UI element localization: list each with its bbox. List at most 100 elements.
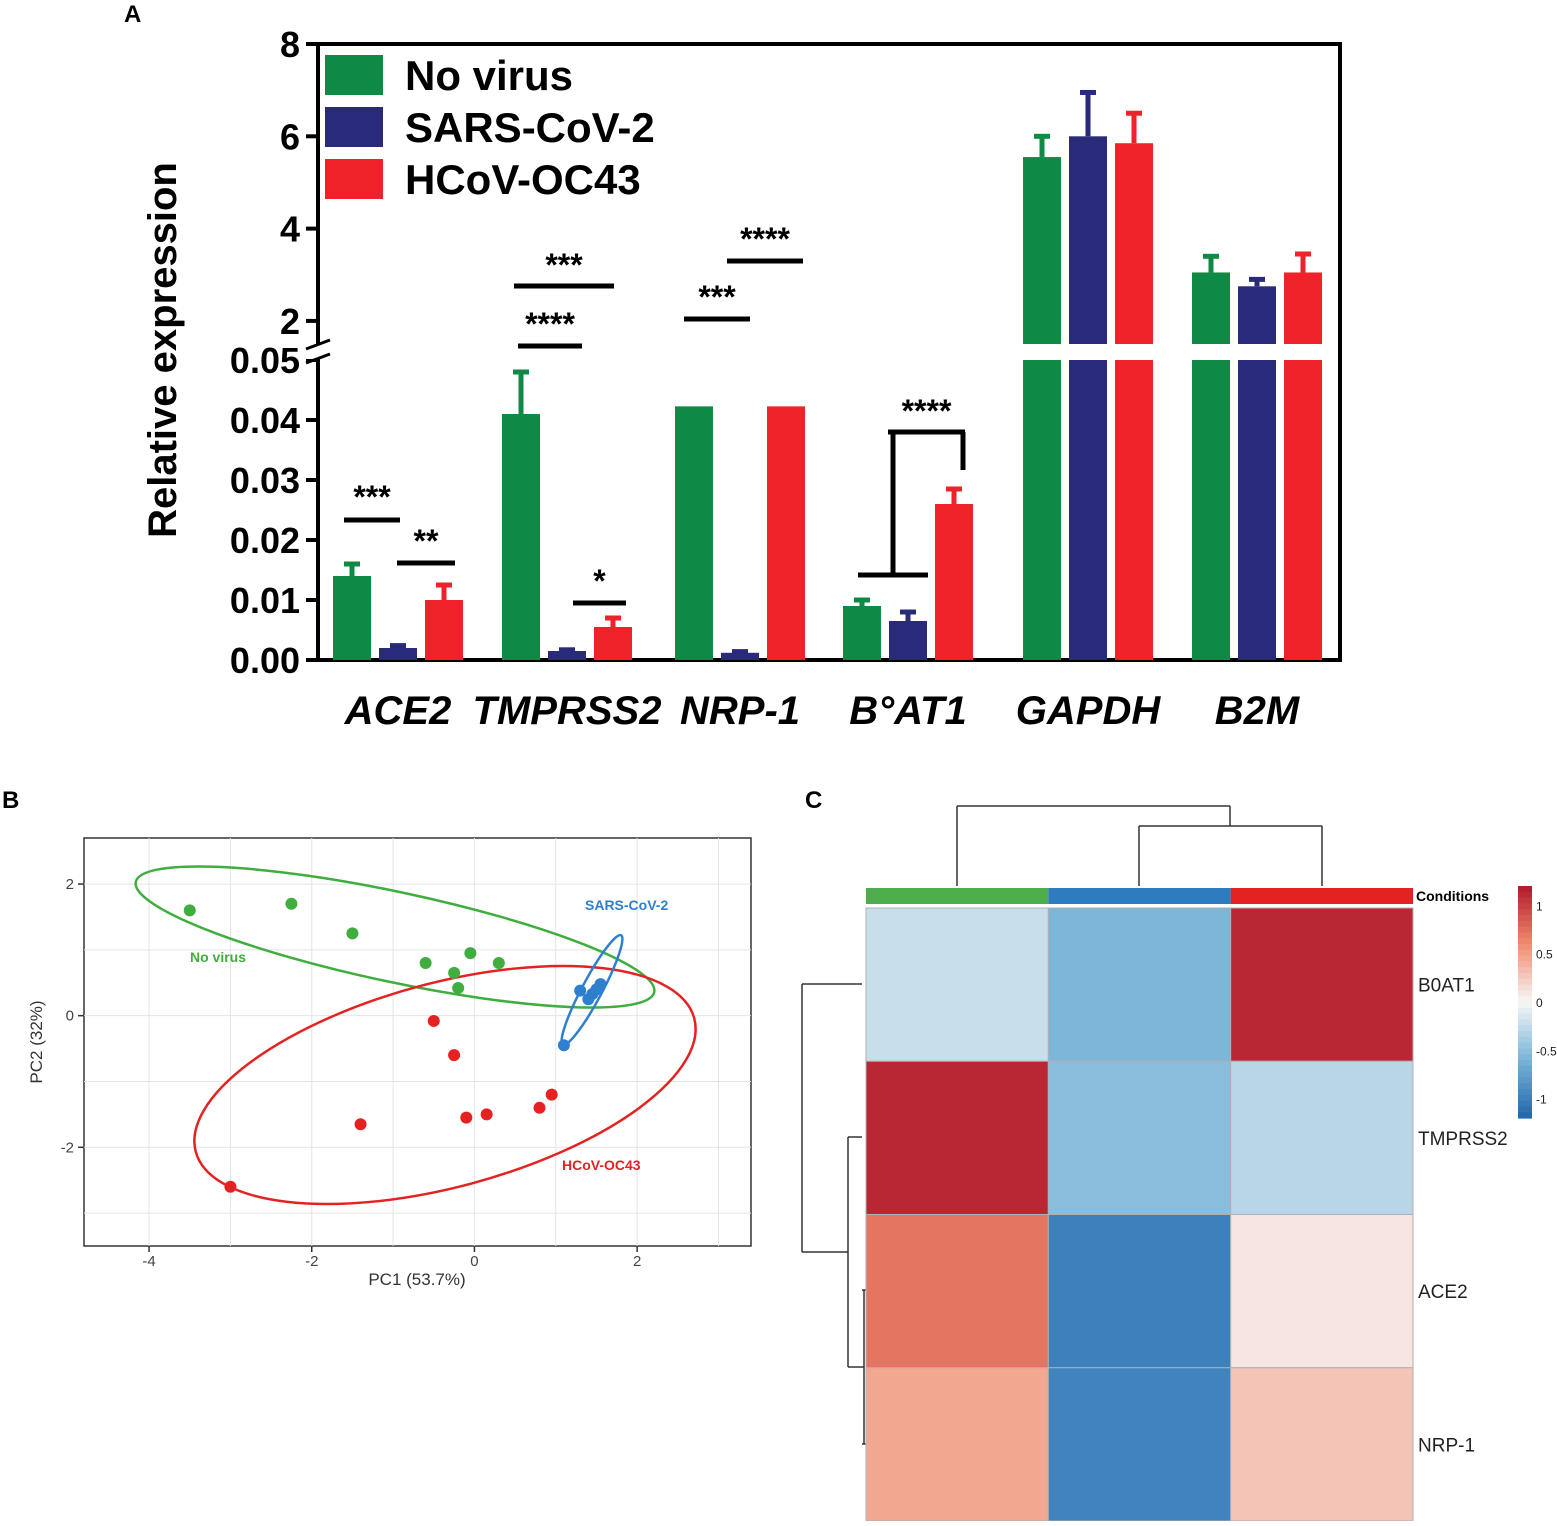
- colorbar-segment: [1518, 996, 1532, 1002]
- category-label: TMPRSS2: [473, 689, 662, 733]
- colorbar-segment: [1518, 950, 1532, 956]
- y-tick-label: 2: [280, 301, 300, 342]
- panel-label-b: B: [2, 787, 19, 814]
- colorbar-segment: [1518, 892, 1532, 898]
- bar: [767, 411, 805, 660]
- colorbar-segment: [1518, 1101, 1532, 1107]
- colorbar-segment: [1518, 1025, 1532, 1031]
- bar: [425, 600, 463, 660]
- bar: [843, 606, 881, 660]
- x-tick-label: 2: [633, 1253, 641, 1270]
- colorbar-segment: [1518, 903, 1532, 909]
- significance-label: ****: [902, 393, 952, 429]
- y-tick-label: 0.03: [230, 460, 300, 501]
- y-tick-label: 0.00: [230, 640, 300, 681]
- y-tick-label: 0.01: [230, 580, 300, 621]
- condition-swatch: [1231, 888, 1413, 904]
- heatmap-colorbar: 10.50-0.5-1: [1518, 886, 1557, 1119]
- bar-chart-y-ticks: 0.00 0.01 0.02 0.03 0.04 0.052 4 6 8: [230, 24, 330, 681]
- y-tick-label: -2: [61, 1139, 74, 1156]
- colorbar-segment: [1518, 979, 1532, 985]
- condition-bar-label: Conditions: [1416, 888, 1489, 904]
- pca-y-axis-label: PC2 (32%): [27, 1000, 46, 1083]
- colorbar-segment: [1518, 1072, 1532, 1078]
- bar: [502, 414, 540, 660]
- heatmap-cell: [1231, 1368, 1413, 1521]
- colorbar-segment: [1518, 1077, 1532, 1083]
- colorbar-segment: [1518, 1112, 1532, 1118]
- colorbar-segment: [1518, 1043, 1532, 1049]
- y-tick-label: 0: [66, 1008, 74, 1025]
- category-label: B2M: [1215, 689, 1301, 733]
- colorbar-segment: [1518, 944, 1532, 950]
- category-label: B°AT1: [849, 689, 966, 733]
- y-tick-label: 4: [280, 209, 300, 250]
- colorbar-segment: [1518, 1066, 1532, 1072]
- legend-label: SARS-CoV-2: [405, 104, 655, 151]
- heatmap-row-label: B0AT1: [1418, 976, 1475, 997]
- colorbar-segment: [1518, 1008, 1532, 1014]
- group-label: No virus: [190, 949, 246, 965]
- colorbar-segment: [1518, 1002, 1532, 1008]
- heatmap-cell: [1048, 908, 1230, 1061]
- bar: [1238, 286, 1276, 660]
- legend-label: HCoV-OC43: [405, 156, 641, 203]
- colorbar-segment: [1518, 956, 1532, 962]
- y-tick-label: 0.05: [230, 340, 300, 381]
- category-label: NRP-1: [680, 689, 800, 733]
- bar-break-gap: [1015, 344, 1335, 360]
- scatter-point: [452, 982, 464, 994]
- heatmap-cell: [1048, 1368, 1230, 1521]
- bar: [1023, 157, 1061, 660]
- colorbar-segment: [1518, 1089, 1532, 1095]
- bar: [594, 627, 632, 660]
- colorbar-tick-label: 0: [1536, 996, 1543, 1010]
- y-tick-label: 6: [280, 116, 300, 157]
- significance-label: ***: [353, 479, 391, 515]
- y-tick-label: 0.02: [230, 520, 300, 561]
- pca-x-axis-label: PC1 (53.7%): [368, 1270, 465, 1289]
- colorbar-tick-label: -1: [1536, 1093, 1547, 1107]
- scatter-point: [546, 1089, 558, 1101]
- panel-label-a: A: [124, 1, 141, 28]
- colorbar-segment: [1518, 1019, 1532, 1025]
- heatmap-cell: [1048, 1215, 1230, 1368]
- heatmap-cell: [1231, 1061, 1413, 1214]
- colorbar-segment: [1518, 1014, 1532, 1020]
- bar: [1069, 136, 1107, 660]
- scatter-point: [534, 1102, 546, 1114]
- scatter-point: [420, 957, 432, 969]
- y-tick-label: 0.04: [230, 400, 300, 441]
- legend-swatch: [325, 107, 383, 147]
- y-tick-label: 2: [66, 876, 74, 893]
- bar: [675, 411, 713, 660]
- heatmap-cell: [1231, 1215, 1413, 1368]
- heatmap-condition-bar: Conditions: [866, 888, 1489, 904]
- colorbar-tick-label: 1: [1536, 899, 1543, 913]
- heatmap-cells: [866, 908, 1413, 1521]
- heatmap-cell: [866, 1368, 1048, 1521]
- bar: [333, 576, 371, 660]
- colorbar-segment: [1518, 886, 1532, 892]
- bar-chart-panel: Relative expression 0.000.010.020.030.04…: [141, 24, 1340, 733]
- colorbar-segment: [1518, 1095, 1532, 1101]
- heatmap-cell: [866, 1061, 1048, 1214]
- colorbar-segment: [1518, 1083, 1532, 1089]
- scatter-point: [590, 983, 602, 995]
- heatmap-row-label: NRP-1: [1418, 1435, 1475, 1456]
- scatter-point: [355, 1118, 367, 1130]
- x-tick-label: -2: [305, 1253, 318, 1270]
- scatter-point: [448, 1049, 460, 1061]
- scatter-point: [493, 957, 505, 969]
- colorbar-segment: [1518, 938, 1532, 944]
- y-tick-label: 8: [280, 24, 300, 65]
- colorbar-segment: [1518, 921, 1532, 927]
- bar-chart-significance: ************************: [344, 221, 965, 603]
- scatter-point: [224, 1181, 236, 1193]
- bar: [1284, 272, 1322, 660]
- significance-label: ***: [698, 279, 736, 315]
